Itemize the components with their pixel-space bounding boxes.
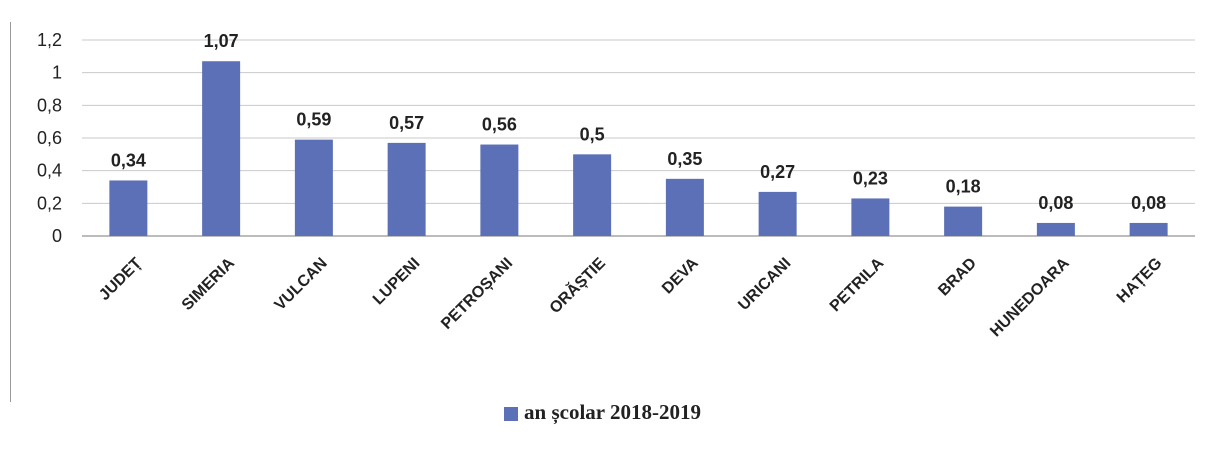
category-label: JUDEȚ: [96, 255, 145, 304]
data-label: 0,5: [580, 124, 605, 144]
bar: [1036, 222, 1075, 236]
bar: [851, 198, 890, 236]
bar: [387, 142, 426, 236]
category-label: PETRILA: [827, 254, 888, 315]
bar: [202, 61, 241, 236]
bar: [480, 144, 519, 236]
y-axis-tick-labels: 0 0,2 0,4 0,6 0,8 1 1,2: [37, 30, 62, 246]
x-axis-category-labels: JUDEȚ SIMERIA VULCAN LUPENI PETROȘANI ORĂȘTIE…: [96, 253, 1165, 340]
legend: an școlar 2018-2019: [0, 400, 1205, 425]
data-label: 0,34: [111, 150, 146, 170]
bar: [758, 191, 797, 236]
category-label: LUPENI: [370, 255, 424, 309]
category-label: PETROȘANI: [438, 255, 516, 333]
category-label: ORĂȘTIE: [545, 253, 609, 317]
bar: [1129, 222, 1168, 236]
y-tick-label: 0,8: [37, 95, 62, 115]
category-label: BRAD: [935, 255, 980, 300]
y-tick-label: 1,2: [37, 30, 62, 50]
bar: [294, 139, 333, 236]
legend-swatch: [504, 407, 519, 422]
bar: [109, 180, 148, 236]
data-label: 0,35: [667, 149, 702, 169]
y-tick-label: 1: [52, 63, 62, 83]
data-label: 0,18: [946, 177, 981, 197]
category-label: URICANI: [735, 255, 794, 314]
category-label: SIMERIA: [179, 254, 238, 313]
bar: [944, 206, 983, 236]
bars: [109, 61, 1168, 236]
data-label: 0,59: [296, 110, 331, 130]
data-label: 0,23: [853, 168, 888, 188]
data-label: 1,07: [204, 31, 239, 51]
gridlines: [82, 39, 1195, 237]
data-label: 0,57: [389, 113, 424, 133]
category-label: DEVA: [659, 254, 702, 297]
frame-border: [10, 22, 11, 402]
category-label: HUNEDOARA: [987, 254, 1073, 340]
y-tick-label: 0,4: [37, 161, 62, 181]
bar: [573, 154, 612, 236]
y-tick-label: 0: [52, 226, 62, 246]
data-label: 0,08: [1038, 193, 1073, 213]
category-label: HAȚEG: [1114, 255, 1166, 307]
legend-label: an școlar 2018-2019: [524, 400, 701, 424]
data-labels: 0,34 1,07 0,59 0,57 0,56 0,5 0,35 0,27 0,23 0,18 0…: [111, 31, 1166, 213]
bar: [665, 178, 704, 236]
category-label: VULCAN: [272, 255, 331, 314]
y-tick-label: 0,2: [37, 193, 62, 213]
y-tick-label: 0,6: [37, 128, 62, 148]
data-label: 0,27: [760, 162, 795, 182]
data-label: 0,56: [482, 115, 517, 135]
bar-chart: 00,20,40,60,811,2 0,341,070,59 0,57 0,56 0,…: [37, 30, 1195, 340]
data-label: 0,08: [1131, 193, 1166, 213]
